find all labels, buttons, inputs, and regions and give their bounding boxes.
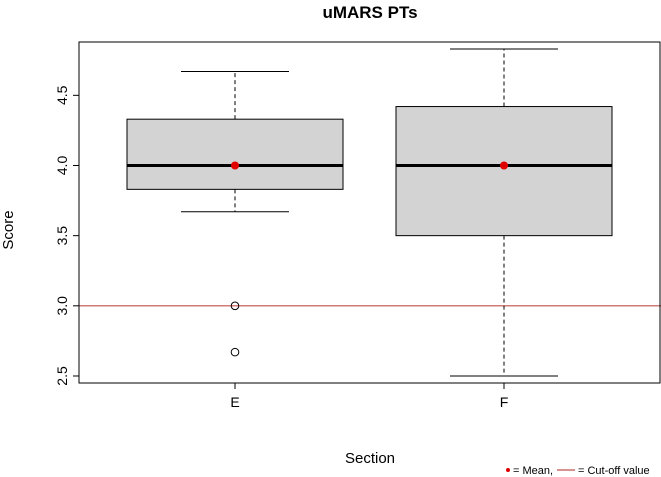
plot-frame [78, 41, 661, 384]
box-e-iqr [126, 118, 344, 190]
y-axis-label: Score [0, 210, 17, 249]
chart-title: uMARS PTs [322, 3, 417, 22]
x-tick-label-0: E [230, 394, 239, 410]
plot-area: 2.5 3.0 3.5 4.0 4.5 E F [54, 41, 661, 410]
x-tick-label-1: F [500, 394, 509, 410]
legend-mean-label: = Mean, [513, 465, 553, 477]
box-e-outlier-0 [230, 301, 240, 311]
y-tick-label-1: 3.0 [54, 296, 70, 316]
legend-cutoff-label: = Cut-off value [578, 465, 650, 477]
x-axis-label: Section [345, 450, 395, 467]
box-e-outlier-1 [230, 347, 240, 357]
y-tick-label-2: 3.5 [54, 226, 70, 246]
y-tick-label-3: 4.0 [54, 156, 70, 176]
y-tick-label-4: 4.5 [54, 85, 70, 105]
legend-mean-marker [506, 468, 510, 472]
box-f-mean [500, 161, 508, 170]
box-f-iqr [395, 106, 613, 237]
legend: = Mean, = Cut-off value [506, 465, 650, 477]
y-tick-label-0: 2.5 [54, 366, 70, 386]
box-e-mean [231, 161, 239, 170]
